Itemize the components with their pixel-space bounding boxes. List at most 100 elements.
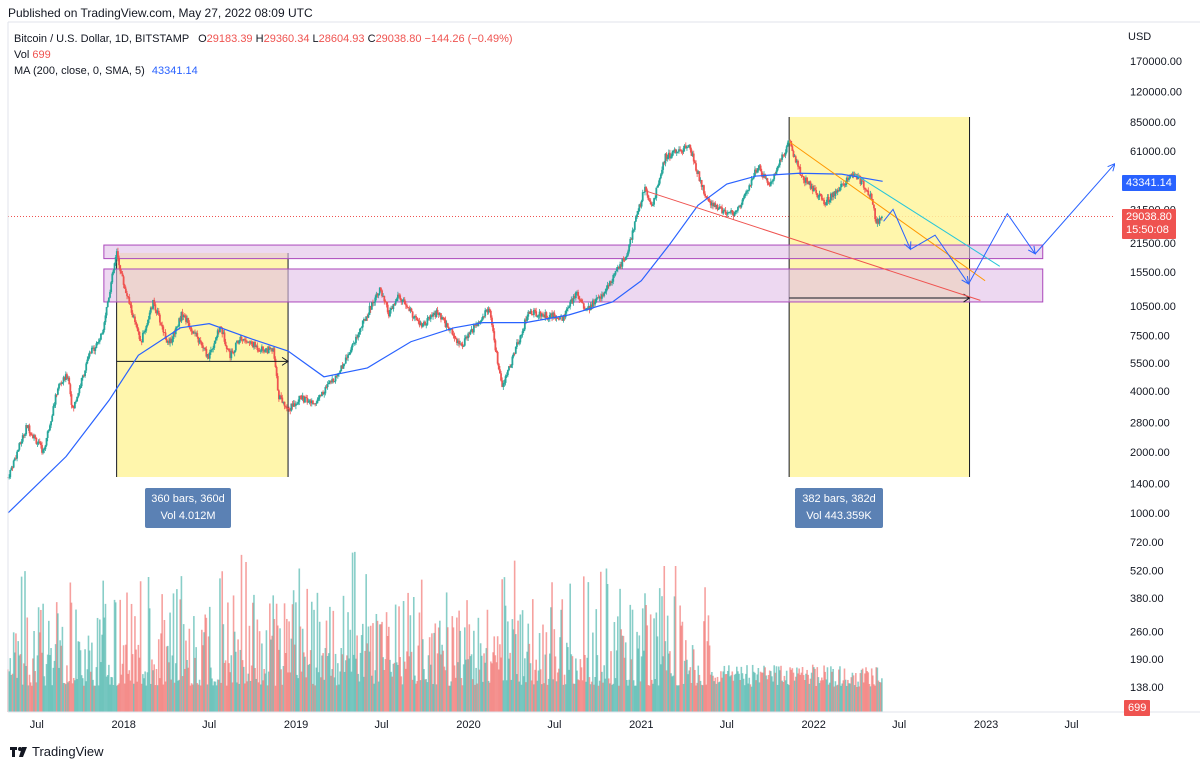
candle-body	[579, 299, 582, 301]
candle-body	[646, 190, 649, 196]
candle-body	[52, 406, 55, 416]
volume-tick-label: 138.00	[1130, 682, 1164, 694]
candle-body	[285, 406, 288, 409]
candle-body	[181, 311, 184, 317]
candle-body	[292, 403, 295, 407]
candle-body	[158, 314, 161, 323]
candle-body	[739, 205, 742, 208]
candle-body	[397, 294, 399, 299]
candle-body	[415, 315, 417, 318]
candle-body	[580, 300, 583, 303]
candle-body	[655, 187, 658, 198]
candle-body	[519, 335, 522, 343]
candle-body	[267, 346, 270, 354]
candle-body	[187, 318, 190, 324]
candle-body	[331, 378, 334, 383]
candle-body	[127, 296, 130, 298]
candle-body	[78, 388, 81, 394]
candle-body	[805, 177, 807, 183]
candle-body	[793, 156, 796, 158]
candle-body	[563, 315, 566, 318]
candle-body	[319, 394, 322, 397]
candle-body	[785, 146, 788, 153]
candle-body	[606, 284, 609, 289]
measure-label-1: 360 bars, 360d Vol 4.012M	[145, 488, 231, 528]
candle-body	[95, 343, 98, 348]
candle-body	[21, 435, 24, 442]
candle-body	[839, 187, 841, 191]
candle-body	[726, 212, 729, 215]
candle-body	[713, 203, 716, 207]
candle-body	[865, 189, 867, 191]
candle-body	[77, 393, 80, 397]
measure-arrow-head-1	[281, 356, 289, 366]
candle-body	[75, 401, 77, 403]
candle-body	[675, 152, 678, 154]
candle-body	[693, 161, 696, 164]
candle-body	[281, 397, 284, 403]
candle-body	[709, 201, 712, 206]
candle-body	[287, 408, 289, 410]
candle-body	[253, 342, 255, 348]
candle-body	[280, 395, 283, 398]
candle-body	[816, 193, 819, 198]
candle-body	[494, 340, 497, 351]
candle-body	[42, 449, 45, 453]
candle-body	[189, 327, 192, 329]
candle-body	[766, 178, 769, 183]
candle-body	[754, 169, 756, 177]
candle-body	[359, 328, 362, 333]
legend-low-value: 28604.93	[318, 33, 365, 45]
candle-body	[257, 349, 260, 351]
time-tick-label: 2022	[801, 719, 825, 731]
candle-body	[705, 196, 708, 197]
candle-body	[573, 296, 576, 299]
candle-body	[465, 336, 467, 339]
candle-body	[825, 201, 828, 206]
candle-body	[832, 192, 835, 198]
candle-body	[829, 193, 832, 201]
candle-body	[431, 315, 433, 317]
candle-body	[704, 193, 706, 197]
projection-path-1	[883, 208, 911, 250]
candle-body	[483, 316, 485, 318]
price-tick-label: 4000.00	[1130, 386, 1170, 398]
candle-body	[647, 195, 650, 200]
candle-body	[249, 341, 252, 343]
candle-body	[291, 403, 294, 407]
volume-tick-label: 380.00	[1130, 593, 1164, 605]
candle-body	[538, 311, 541, 316]
candle-body	[449, 329, 451, 331]
volume-tag: 699	[1124, 700, 1151, 716]
candle-body	[514, 346, 517, 354]
candle-body	[841, 183, 844, 185]
candle-body	[488, 308, 491, 311]
candle-body	[277, 390, 280, 400]
candle-body	[801, 175, 804, 177]
candle-body	[734, 210, 737, 213]
candle-body	[262, 346, 264, 350]
candle-body	[122, 276, 125, 285]
footer-brand[interactable]: TradingView	[10, 744, 104, 759]
candle-body	[561, 315, 564, 321]
candle-body	[308, 400, 311, 402]
candle-body	[435, 309, 438, 317]
candle-body	[423, 321, 425, 324]
candle-body	[751, 178, 754, 180]
axes-layer: USD170000.00120000.0085000.0061000.00315…	[7, 0, 1200, 768]
candle-body	[274, 358, 277, 367]
candle-body	[525, 319, 527, 321]
candle-body	[619, 264, 621, 269]
candle-body	[135, 321, 137, 325]
candle-body	[10, 467, 13, 471]
candle-body	[724, 210, 727, 214]
candle-body	[786, 142, 789, 147]
candle-body	[667, 152, 670, 157]
candle-body	[343, 363, 346, 365]
candle-body	[767, 182, 770, 185]
candle-body	[851, 173, 854, 177]
candle-body	[284, 406, 287, 408]
candle-body	[172, 332, 175, 339]
candle-body	[11, 467, 14, 469]
